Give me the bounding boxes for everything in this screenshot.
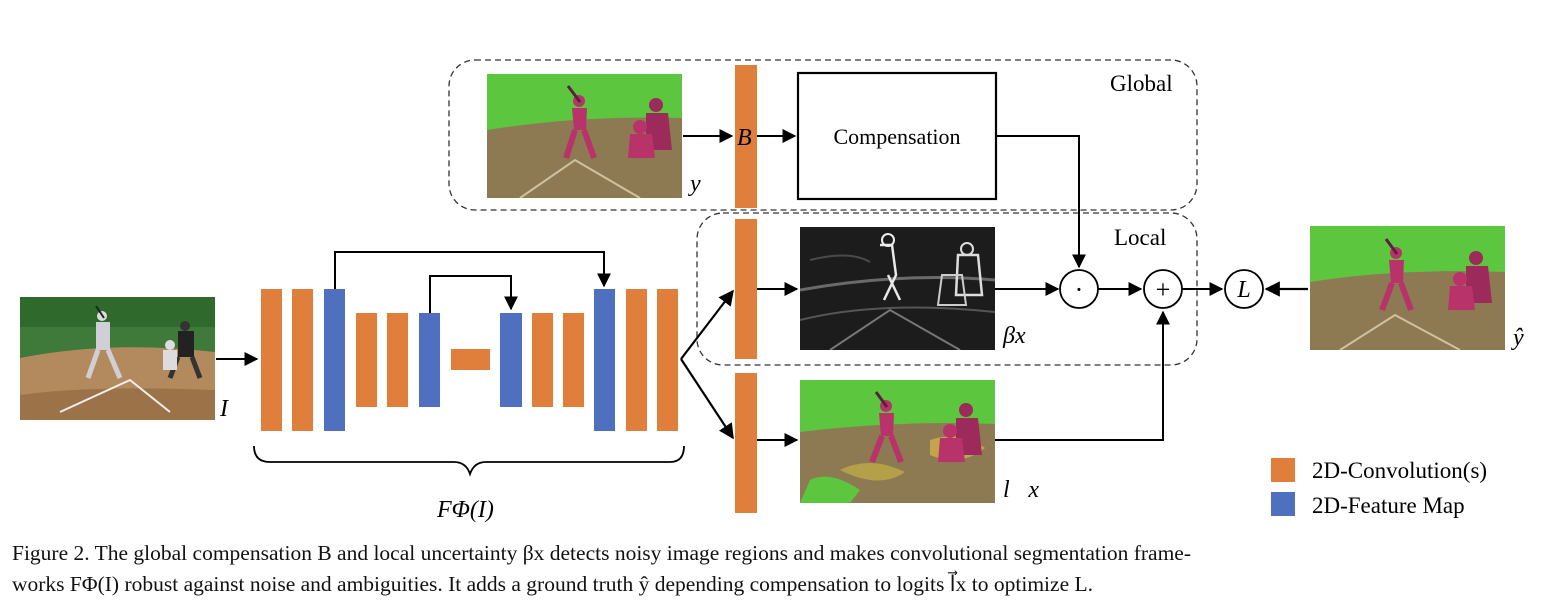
encoder-decoder-network [261, 289, 678, 431]
global-label: Global [1110, 71, 1173, 96]
figure-caption: Figure 2. The global compensation B and … [12, 538, 1558, 600]
conv-block [261, 289, 282, 431]
conv-block [563, 313, 584, 407]
legend: 2D-Convolution(s) 2D-Feature Map [1271, 458, 1487, 518]
compensation-to-dot-arrow [996, 135, 1086, 269]
feature-map [419, 313, 440, 407]
caption-line-1: Figure 2. The global compensation B and … [12, 541, 1191, 565]
input-label: I [219, 396, 229, 422]
branch-arrow-down [680, 358, 734, 440]
conv-block [532, 313, 553, 407]
branch-arrow-up [680, 289, 734, 360]
legend-feature-map-swatch [1271, 492, 1295, 516]
skip-connection-inner [429, 275, 518, 313]
global-region [448, 59, 1198, 211]
conv-block [626, 289, 647, 431]
conv-block [356, 313, 377, 407]
y-vec-image [487, 74, 682, 198]
feature-map [500, 313, 522, 407]
compensation-label: Compensation [833, 124, 960, 149]
network-brace [253, 445, 685, 477]
architecture-diagram: Global Local I [20, 59, 1524, 523]
conv-block [657, 289, 678, 431]
beta-x-image [800, 227, 995, 350]
compensation-box [796, 71, 998, 201]
caption-line-2: works FΦ(I) robust against noise and amb… [12, 572, 1093, 596]
legend-feature-map-label: 2D-Feature Map [1312, 493, 1465, 518]
global-conv-bar [735, 65, 757, 208]
f-phi-label: FΦ(I) [436, 497, 494, 523]
feature-map [324, 289, 345, 431]
dot-operator-symbol: · [1075, 275, 1084, 304]
bottleneck-block [451, 349, 490, 370]
loss-label: L [1236, 277, 1250, 303]
lx-to-plus-arrow [995, 310, 1170, 441]
conv-block [387, 313, 408, 407]
b-label: B [737, 125, 752, 151]
y-hat-image [1310, 226, 1505, 350]
beta-x-label: βx [1002, 323, 1026, 349]
l-x-image [800, 380, 995, 503]
y-hat-label: ŷ [1511, 325, 1524, 351]
legend-convolution-swatch [1271, 458, 1295, 482]
logits-conv-bar [735, 373, 757, 513]
legend-convolution-label: 2D-Convolution(s) [1312, 458, 1487, 483]
local-label: Local [1114, 225, 1166, 250]
conv-block [292, 289, 313, 431]
input-image [20, 297, 215, 420]
local-region [696, 212, 1198, 366]
y-vec-label: y⃗ [688, 171, 719, 197]
loss-node [1224, 269, 1264, 309]
l-x-label: l⃗x [1003, 477, 1039, 503]
skip-connection-outer [334, 251, 611, 289]
feature-map [594, 289, 615, 431]
local-conv-bar [735, 219, 757, 359]
plus-operator-symbol: + [1156, 275, 1171, 304]
